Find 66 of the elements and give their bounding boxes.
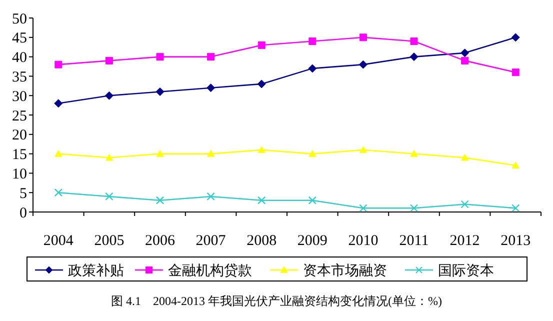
point — [461, 56, 469, 64]
x-tick-label: 2013 — [500, 233, 531, 249]
y-tick-label: 5 — [20, 186, 27, 202]
point — [258, 41, 266, 49]
x-tick-label: 2004 — [43, 233, 74, 249]
point — [104, 91, 114, 100]
point — [359, 146, 367, 153]
legend-label: 资本市场融资 — [303, 263, 387, 279]
point — [156, 53, 164, 61]
point — [206, 192, 215, 201]
y-tick-label: 0 — [20, 205, 27, 222]
point — [460, 200, 469, 208]
x-tick-label: 2007 — [196, 233, 226, 249]
point — [207, 53, 215, 61]
point — [257, 80, 266, 88]
point — [105, 56, 113, 64]
y-tick-label: 30 — [12, 88, 27, 105]
point — [359, 204, 368, 212]
x-tick-label: 2008 — [246, 233, 277, 249]
y-tick-label: 40 — [12, 50, 27, 66]
point — [258, 146, 266, 153]
text: 图 4.1 2004-2013 年我国光伏产业融资结构变化情况(单位：%) — [111, 294, 442, 308]
point — [156, 87, 164, 96]
point — [511, 33, 520, 42]
point — [410, 52, 418, 62]
point — [54, 60, 62, 68]
legend-label: 政策补贴 — [68, 263, 124, 279]
y-tick-label: 35 — [12, 69, 27, 86]
point — [512, 204, 520, 212]
y-tick-label: 45 — [12, 30, 27, 47]
x-tick-label: 2012 — [450, 233, 480, 249]
x-tick-label: 2010 — [348, 233, 378, 249]
point — [512, 68, 520, 76]
point — [105, 154, 113, 161]
point — [258, 196, 266, 204]
x-tick-label: 2011 — [399, 233, 429, 249]
point — [207, 150, 215, 157]
y-tick-label: 25 — [12, 108, 27, 124]
point — [308, 64, 317, 73]
point — [156, 196, 164, 204]
point — [512, 162, 520, 168]
point — [206, 84, 216, 92]
point — [358, 60, 368, 69]
point — [105, 192, 114, 201]
point — [359, 34, 367, 42]
y-tick-label: 50 — [12, 11, 27, 28]
point — [308, 38, 316, 46]
point — [461, 154, 469, 161]
legend-label: 金融机构贷款 — [168, 263, 252, 279]
y-tick-label: 15 — [12, 147, 27, 164]
point — [460, 48, 470, 58]
x-tick-label: 2009 — [297, 233, 328, 249]
point — [156, 150, 164, 157]
point — [308, 196, 316, 204]
point — [410, 150, 418, 157]
point — [410, 38, 418, 46]
point — [54, 188, 62, 197]
point — [54, 150, 62, 157]
legend-label: 国际资本 — [438, 263, 494, 279]
x-tick-label: 2005 — [94, 233, 124, 249]
point — [54, 99, 63, 108]
point — [410, 204, 418, 212]
y-tick-label: 20 — [12, 128, 27, 144]
y-tick-label: 10 — [12, 166, 27, 182]
point — [308, 150, 316, 157]
x-tick-label: 2006 — [145, 233, 176, 249]
